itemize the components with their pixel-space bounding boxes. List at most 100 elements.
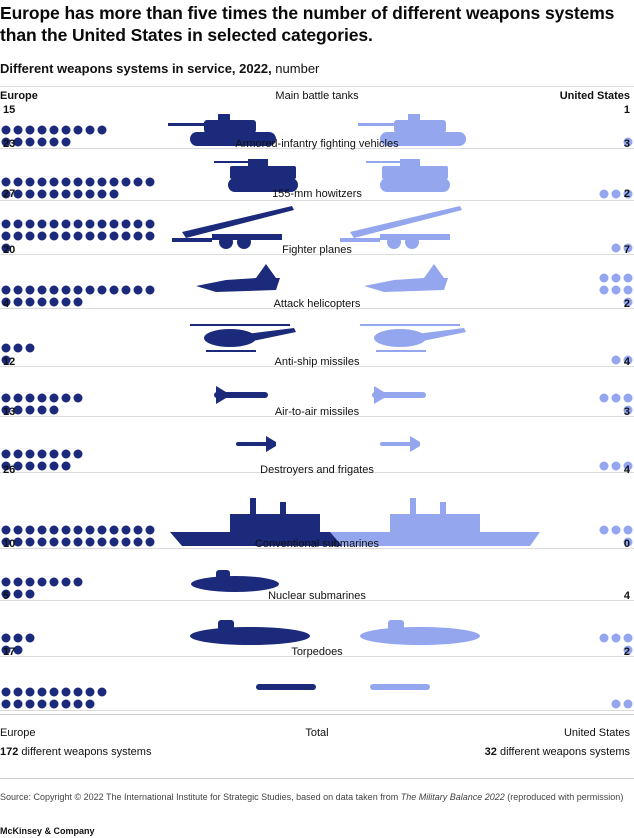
europe-header: Europe [0,90,38,102]
europe-tank-icon [168,114,276,146]
us-dot [599,633,609,643]
row-divider [0,148,634,149]
europe-dot [61,699,71,709]
category-label: 155-mm howitzers [272,188,362,200]
europe-dot [121,177,131,187]
row-divider [0,472,634,473]
europe-dot [37,177,47,187]
europe-dot [13,449,23,459]
us-dot [611,633,621,643]
europe-dot [1,645,11,655]
europe-dot [13,687,23,697]
footer-europe-total: 172 different weapons systems [0,746,151,758]
europe-dot [133,231,143,241]
europe-dot [25,687,35,697]
us-count: 3 [623,406,630,418]
us-count: 1 [623,104,630,116]
europe-count: 26 [3,464,16,476]
europe-dot [85,231,95,241]
europe-dot [121,231,131,241]
europe-dot [13,577,23,587]
europe-dot [85,699,95,709]
europe-dot [13,633,23,643]
europe-dot [13,645,23,655]
europe-dot [145,219,155,229]
europe-dot [1,577,11,587]
europe-fighter-plane-icon [196,264,280,292]
europe-dot [37,285,47,295]
us-howitzer-icon [340,206,462,249]
row-divider [0,200,634,201]
category-row-graphic [1,114,633,147]
europe-dot [37,137,47,147]
us-dot [611,461,621,471]
europe-dot [1,189,11,199]
category-row-graphic [1,206,633,253]
europe-torpedo-icon [256,684,316,690]
us-dot [611,243,621,253]
source-prefix: Source: Copyright © 2022 The Internation… [0,792,401,802]
europe-dot [25,189,35,199]
us-dot [611,699,621,709]
us-total-text: different weapons systems [496,746,630,758]
europe-count: 4 [3,298,10,310]
europe-dot [61,461,71,471]
us-dot [623,699,633,709]
europe-dot [37,189,47,199]
us-dot [623,355,633,365]
europe-dot [109,219,119,229]
europe-dot [1,589,11,599]
row-divider [0,416,634,417]
europe-dot [145,177,155,187]
europe-helicopter-icon [190,324,296,352]
source-italic: The Military Balance 2022 [400,792,505,802]
europe-dot [61,189,71,199]
europe-dot [25,219,35,229]
europe-dot [121,285,131,295]
europe-dot [49,537,59,547]
europe-dot [61,219,71,229]
europe-dot [13,189,23,199]
europe-dot [85,189,95,199]
us-dot [623,405,633,415]
category-row-graphic [1,620,633,655]
europe-dot [145,537,155,547]
europe-dot [13,297,23,307]
europe-dot [25,577,35,587]
source-note: Source: Copyright © 2022 The Internation… [0,792,630,802]
us-count: 0 [623,538,630,550]
europe-dot [1,405,11,415]
europe-dot [133,219,143,229]
europe-dot [133,525,143,535]
europe-dot [85,537,95,547]
category-label: Nuclear submarines [268,590,366,602]
europe-dot [1,231,11,241]
europe-dot [73,577,83,587]
us-count: 4 [623,464,630,476]
us-dot [611,393,621,403]
europe-dot [25,449,35,459]
europe-dot [37,405,47,415]
us-dot [623,633,633,643]
europe-dot [73,297,83,307]
europe-dot [25,231,35,241]
europe-dot [73,231,83,241]
europe-dot [13,393,23,403]
us-helicopter-icon [360,324,466,352]
europe-dot [61,577,71,587]
europe-dot [73,449,83,459]
europe-dot [1,525,11,535]
europe-dot [49,405,59,415]
europe-dot [97,219,107,229]
chart-title: Europe has more than five times the numb… [0,3,615,45]
europe-dot [61,449,71,459]
europe-dot [1,537,11,547]
us-dot [623,243,633,253]
europe-dot [13,537,23,547]
row-divider [0,600,634,601]
europe-dot [85,125,95,135]
europe-dot [25,525,35,535]
us-dot [623,393,633,403]
source-suffix: (reproduced with permission) [504,792,624,802]
europe-dot [73,125,83,135]
